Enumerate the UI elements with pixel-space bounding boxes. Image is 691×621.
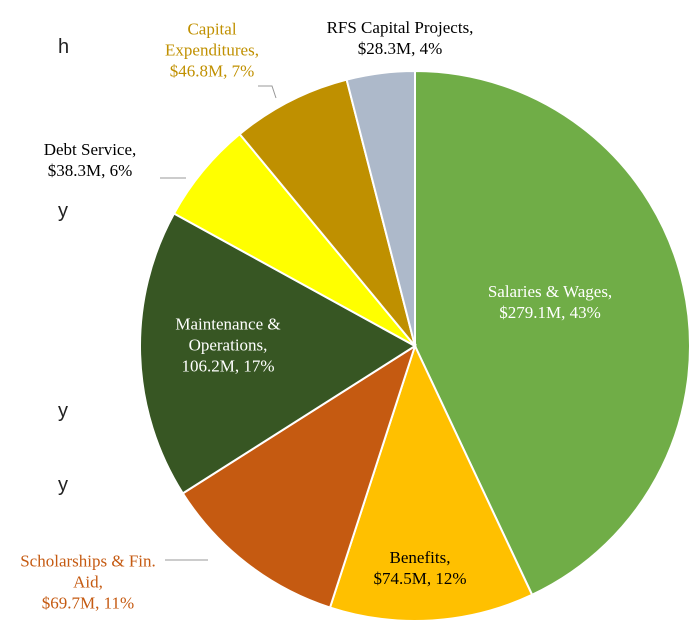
pie-slice (414, 69, 691, 597)
slice-value: $38.3M, 6% (47, 161, 133, 180)
pie-slice (238, 78, 416, 347)
slice-value: $69.7M, 11% (41, 593, 135, 613)
slice-label: Capital Expenditures, $46.8M, 7% (147, 19, 277, 82)
pie-slice (181, 343, 417, 609)
slice-value: $46.8M, 7% (169, 61, 255, 81)
side-text: h (58, 36, 70, 58)
side-text: y (58, 200, 68, 222)
slice-label: Maintenance & Operations, 106.2M, 17% (158, 314, 298, 377)
slice-label: RFS Capital Projects, $28.3M, 4% (285, 17, 515, 59)
pie-slice (139, 212, 417, 495)
slice-label: Salaries & Wages, $279.1M, 43% (485, 281, 615, 323)
slice-value: $279.1M, 43% (499, 303, 601, 322)
slice-label: Benefits, $74.5M, 12% (355, 547, 485, 589)
slice-value: $74.5M, 12% (373, 569, 467, 588)
leader-line (258, 85, 277, 99)
slice-name: Debt Service, (43, 140, 137, 159)
pie-slice (328, 343, 534, 621)
slice-label: Debt Service, $38.3M, 6% (20, 139, 160, 181)
slice-value: $28.3M, 4% (357, 39, 443, 58)
slice-name: RFS Capital Projects, (326, 18, 474, 37)
slice-name: Maintenance & Operations, (175, 314, 281, 355)
slice-name: Scholarships & Fin. Aid, (20, 551, 156, 592)
slice-name: Capital Expenditures, (165, 19, 259, 60)
slice-name: Salaries & Wages, (487, 282, 613, 301)
pie-slice (345, 69, 416, 347)
side-text: y (58, 474, 68, 496)
slice-value: 106.2M, 17% (181, 356, 275, 376)
side-text: y (58, 400, 68, 422)
slice-name: Benefits, (389, 548, 451, 567)
slice-label: Scholarships & Fin. Aid, $69.7M, 11% (18, 551, 158, 614)
